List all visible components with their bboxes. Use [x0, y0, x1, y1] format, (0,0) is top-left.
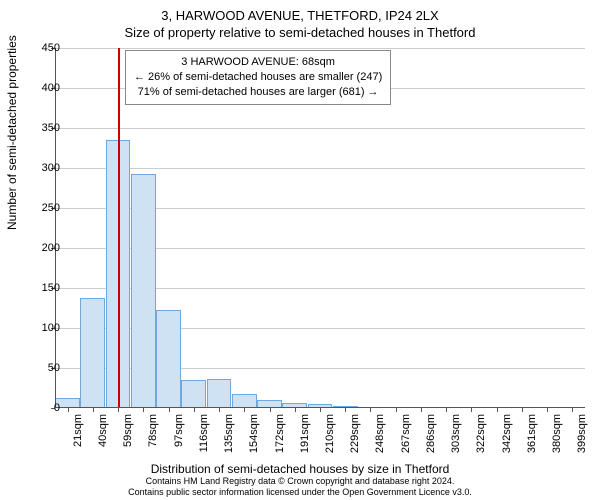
- x-tick-label: 172sqm: [274, 414, 286, 453]
- x-tick-label: 59sqm: [122, 414, 134, 447]
- x-tick-label: 191sqm: [299, 414, 311, 453]
- x-tick-mark: [320, 408, 321, 412]
- x-tick-label: 399sqm: [576, 414, 588, 453]
- x-tick-label: 135sqm: [223, 414, 235, 453]
- x-tick-label: 322sqm: [475, 414, 487, 453]
- y-tick-label: 400: [20, 82, 60, 94]
- y-tick-label: 250: [20, 202, 60, 214]
- grid-line: [55, 168, 585, 169]
- x-tick-label: 210sqm: [324, 414, 336, 453]
- x-tick-label: 21sqm: [72, 414, 84, 447]
- x-tick-mark: [93, 408, 94, 412]
- x-tick-mark: [169, 408, 170, 412]
- y-tick-label: 0: [20, 402, 60, 414]
- histogram-bar: [232, 394, 257, 408]
- x-tick-label: 248sqm: [374, 414, 386, 453]
- x-tick-mark: [471, 408, 472, 412]
- grid-line: [55, 48, 585, 49]
- y-tick-label: 50: [20, 362, 60, 374]
- y-tick-label: 200: [20, 242, 60, 254]
- x-tick-mark: [194, 408, 195, 412]
- x-axis-label: Distribution of semi-detached houses by …: [0, 462, 600, 476]
- x-tick-mark: [244, 408, 245, 412]
- annotation-line-1: 3 HARWOOD AVENUE: 68sqm: [134, 55, 382, 70]
- property-marker-line: [118, 48, 120, 408]
- x-tick-label: 116sqm: [198, 414, 210, 452]
- chart-plot-area: 3 HARWOOD AVENUE: 68sqm ← 26% of semi-de…: [55, 48, 585, 408]
- y-tick-label: 350: [20, 122, 60, 134]
- annotation-line-3: 71% of semi-detached houses are larger (…: [134, 85, 382, 100]
- y-tick-label: 450: [20, 42, 60, 54]
- grid-line: [55, 128, 585, 129]
- x-tick-mark: [522, 408, 523, 412]
- x-tick-label: 154sqm: [248, 414, 260, 453]
- x-tick-mark: [118, 408, 119, 412]
- x-tick-mark: [446, 408, 447, 412]
- x-tick-mark: [547, 408, 548, 412]
- y-tick-label: 150: [20, 282, 60, 294]
- x-tick-mark: [345, 408, 346, 412]
- x-tick-mark: [396, 408, 397, 412]
- histogram-bar: [80, 298, 105, 408]
- x-tick-label: 97sqm: [173, 414, 185, 447]
- chart-title-sub: Size of property relative to semi-detach…: [0, 23, 600, 40]
- y-tick-label: 100: [20, 322, 60, 334]
- x-tick-label: 229sqm: [349, 414, 361, 453]
- histogram-bar: [207, 379, 232, 408]
- x-tick-mark: [143, 408, 144, 412]
- x-tick-mark: [270, 408, 271, 412]
- x-tick-mark: [572, 408, 573, 412]
- x-tick-label: 342sqm: [501, 414, 513, 453]
- footer-attribution: Contains HM Land Registry data © Crown c…: [0, 476, 600, 498]
- histogram-bar: [156, 310, 181, 408]
- y-axis-label: Number of semi-detached properties: [5, 35, 19, 230]
- x-tick-label: 40sqm: [97, 414, 109, 447]
- x-tick-mark: [219, 408, 220, 412]
- x-tick-mark: [68, 408, 69, 412]
- y-axis-line: [55, 48, 56, 408]
- histogram-bar: [131, 174, 156, 408]
- chart-title-main: 3, HARWOOD AVENUE, THETFORD, IP24 2LX: [0, 0, 600, 23]
- histogram-bar: [181, 380, 206, 408]
- x-tick-mark: [421, 408, 422, 412]
- x-tick-label: 380sqm: [551, 414, 563, 453]
- x-tick-mark: [497, 408, 498, 412]
- y-tick-label: 300: [20, 162, 60, 174]
- footer-line-1: Contains HM Land Registry data © Crown c…: [0, 476, 600, 487]
- x-tick-label: 303sqm: [450, 414, 462, 453]
- x-tick-label: 267sqm: [400, 414, 412, 453]
- annotation-box: 3 HARWOOD AVENUE: 68sqm ← 26% of semi-de…: [125, 50, 391, 105]
- x-tick-label: 361sqm: [526, 414, 538, 453]
- annotation-line-2: ← 26% of semi-detached houses are smalle…: [134, 70, 382, 85]
- x-tick-mark: [370, 408, 371, 412]
- x-tick-mark: [295, 408, 296, 412]
- x-tick-label: 78sqm: [147, 414, 159, 447]
- x-tick-label: 286sqm: [425, 414, 437, 453]
- x-axis-line: [55, 407, 585, 408]
- footer-line-2: Contains public sector information licen…: [0, 487, 600, 498]
